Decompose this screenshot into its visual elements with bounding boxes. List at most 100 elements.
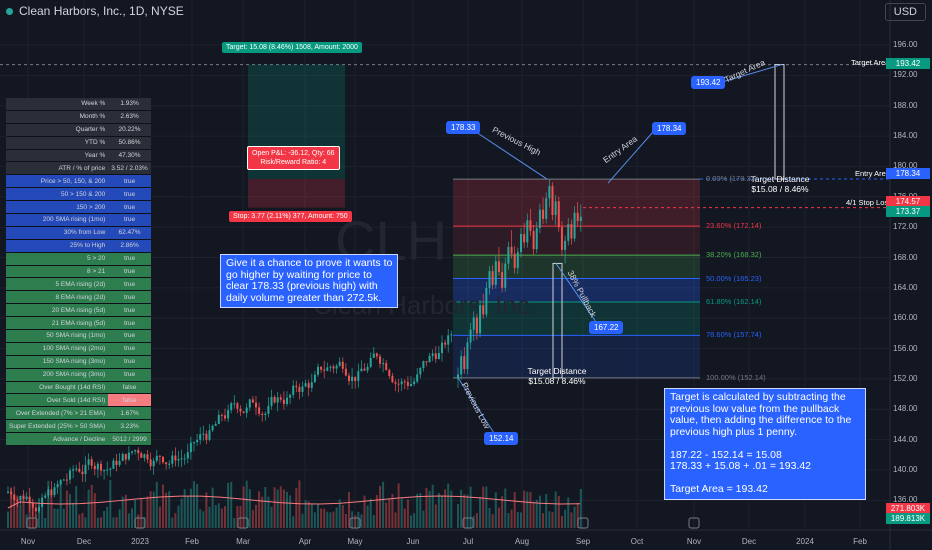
stats-key: 150 > 200 (6, 200, 109, 215)
candle-body (354, 376, 357, 381)
fib-level-label: 50.00% (165.23) (706, 273, 762, 283)
target-area-price: 193.42 (886, 58, 930, 69)
stats-value: true (108, 316, 151, 331)
volume-bar (444, 489, 447, 528)
volume-ma-line (7, 495, 581, 509)
candle-body (282, 399, 285, 404)
volume-bar (16, 495, 19, 528)
stats-row: Over Sold (14d RSI) false (6, 393, 151, 408)
candle-body (573, 212, 576, 239)
candle-body (22, 496, 25, 500)
candle-body (338, 361, 341, 366)
candle-body (491, 271, 494, 285)
volume-bar (168, 491, 171, 528)
candle-body (202, 433, 205, 435)
volume-bar (416, 493, 419, 528)
volume-bar (255, 504, 257, 528)
candle-body (479, 305, 482, 334)
candle-body (482, 305, 485, 315)
stop-loss-tag: 4/1 Stop Loss (846, 198, 892, 207)
candle-body (276, 397, 279, 403)
currency-button[interactable]: USD (884, 3, 926, 21)
candle-body (127, 452, 130, 460)
volume-bar (127, 513, 130, 528)
candle-body (131, 451, 133, 453)
candle-body (382, 363, 385, 365)
candle-body (379, 356, 381, 364)
stats-value: true (108, 342, 151, 356)
volume-bar (227, 482, 230, 528)
candle-body (579, 216, 582, 222)
candle-body (431, 353, 434, 356)
fib-level-label: 61.80% (162.14) (706, 296, 762, 306)
candle-body (516, 252, 519, 269)
fib-level-label: 23.60% (172.14) (706, 221, 762, 231)
volume-bar (236, 506, 239, 528)
stats-key: 30% from Low (6, 226, 109, 240)
stats-row: YTD % 50.86% (6, 136, 151, 150)
volume-bar (106, 506, 109, 528)
tdist-title-2: Target Distance (527, 366, 587, 376)
stats-key: 5 > 20 (6, 252, 109, 266)
candle-body (570, 224, 573, 239)
stats-value: true (108, 252, 151, 266)
candle-body (251, 399, 254, 403)
x-tick-label: 2024 (796, 537, 814, 546)
volume-bar (19, 504, 22, 528)
candle-body (403, 381, 406, 383)
stats-key: 150 SMA rising (3mo) (6, 355, 109, 369)
volume-bar (323, 508, 326, 528)
symbol-title[interactable]: Clean Harbors, Inc., 1D, NYSE (19, 4, 184, 18)
volume-bar (391, 493, 394, 528)
stats-key: 21 EMA rising (5d) (6, 316, 109, 331)
volume-bar (199, 509, 202, 528)
earnings-icon (349, 517, 361, 529)
candle-body (267, 405, 270, 414)
candle-body (292, 385, 295, 395)
target-pill: 193.42 (691, 76, 726, 89)
candle-body (564, 240, 567, 250)
volume-bar (146, 496, 149, 528)
fib-zone (453, 335, 700, 378)
volume-bar (124, 494, 127, 528)
volume-bar (59, 481, 62, 528)
stats-row: Over Bought (14d RSI) false (6, 381, 151, 395)
volume-bar (579, 488, 582, 528)
candle-body (96, 463, 99, 470)
volume-bar (180, 498, 183, 528)
volume-bar (131, 508, 133, 528)
volume-bar (217, 503, 220, 528)
volume-bar (388, 498, 391, 528)
candle-body (168, 463, 171, 465)
volume-bar (282, 489, 285, 528)
candle-body (385, 363, 388, 370)
candle-body (44, 495, 47, 498)
volume-bar (520, 512, 522, 528)
candle-body (112, 460, 115, 469)
volume-bar (242, 486, 245, 528)
candle-body (475, 317, 478, 334)
volume-bar (214, 505, 217, 528)
stats-value: 62.47% (108, 226, 151, 240)
x-tick-label: Aug (514, 537, 530, 546)
stats-row: 30% from Low 62.47% (6, 226, 151, 240)
stats-key: YTD % (6, 136, 109, 150)
stats-row: Month % 2.63% (6, 110, 151, 124)
volume-bar (348, 491, 350, 528)
volume-bar (220, 508, 223, 528)
candle-body (310, 382, 313, 388)
volume-bar (526, 491, 529, 528)
stats-row: Week % 1.93% (6, 98, 151, 111)
volume-bar (224, 506, 226, 528)
volume-bar (422, 510, 425, 528)
candle-body (177, 459, 180, 461)
volume-bar (171, 517, 174, 528)
stop-label: Stop: 3.77 (2.11%) 377, Amount: 750 (229, 211, 352, 222)
entry-area-tag: Entry Area (855, 169, 891, 178)
stats-row: Price > 50, 150, & 200 true (6, 174, 151, 189)
candle-body (109, 468, 112, 470)
stats-value: true (108, 290, 151, 305)
stats-value: 50.86% (108, 136, 151, 150)
candle-body (437, 353, 440, 359)
candle-body (323, 369, 326, 371)
